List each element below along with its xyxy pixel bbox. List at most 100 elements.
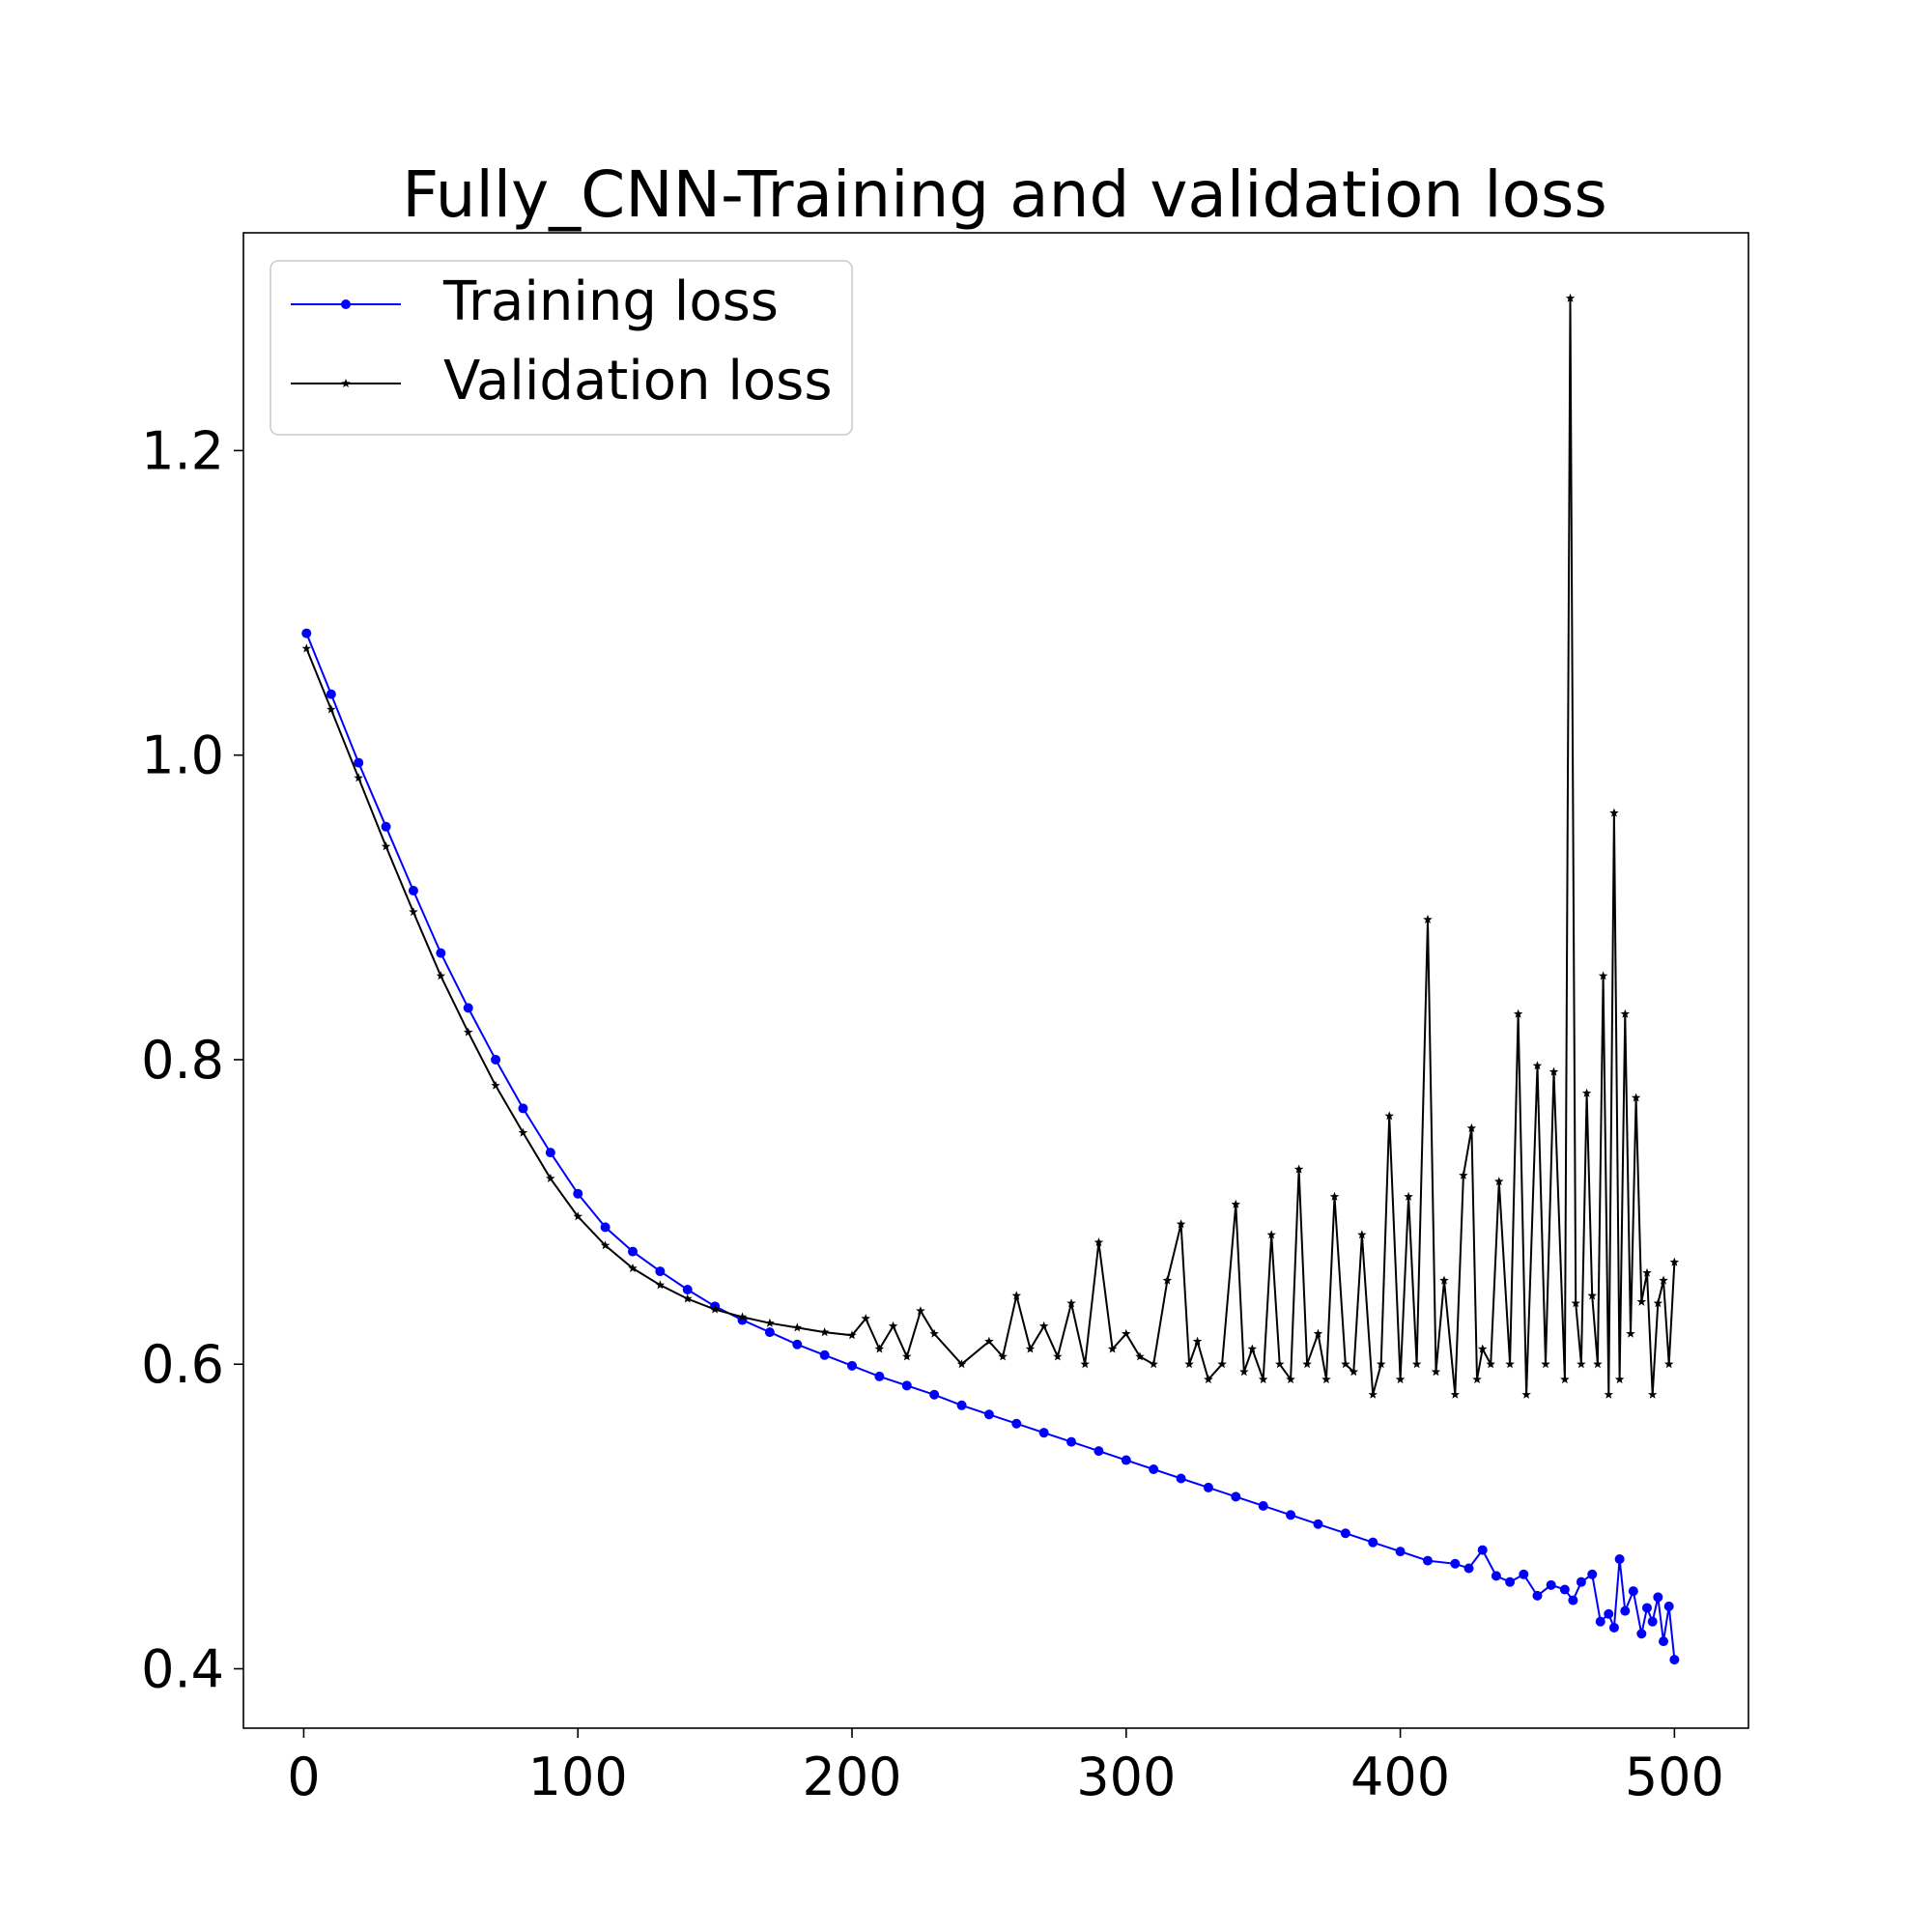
legend-training-label: Training loss: [442, 270, 779, 333]
training-loss-point: [1176, 1473, 1186, 1484]
validation-loss-point: [1593, 1359, 1603, 1369]
validation-loss-point: [792, 1322, 802, 1332]
validation-loss-point: [1521, 1389, 1531, 1399]
validation-loss-point: [1176, 1219, 1186, 1229]
training-loss-point: [983, 1409, 994, 1420]
training-loss-point: [1258, 1500, 1268, 1511]
training-loss-point: [545, 1148, 555, 1158]
training-loss-point: [1604, 1608, 1614, 1619]
y-tick-label: 0.8: [141, 1030, 224, 1091]
y-tick-label: 0.6: [141, 1334, 224, 1395]
validation-loss-point: [1162, 1275, 1173, 1285]
training-loss-point: [1505, 1577, 1516, 1587]
training-loss-point: [1450, 1558, 1461, 1569]
training-loss-point: [819, 1350, 830, 1360]
training-loss-point: [792, 1339, 803, 1350]
validation-loss-point: [1341, 1359, 1350, 1369]
validation-loss-point: [1532, 1061, 1543, 1070]
validation-loss-point: [998, 1351, 1008, 1361]
validation-loss-point: [1423, 914, 1433, 923]
validation-loss-point: [1609, 808, 1619, 817]
training-loss-point: [1647, 1616, 1658, 1627]
x-tick-label: 400: [1350, 1747, 1450, 1807]
validation-loss-point: [1659, 1275, 1668, 1285]
validation-loss-point: [1631, 1093, 1641, 1102]
validation-loss-point: [1107, 1344, 1118, 1353]
validation-loss-point: [1411, 1359, 1422, 1369]
training-loss-point: [491, 1054, 501, 1065]
x-tick-label: 0: [287, 1747, 320, 1807]
validation-loss-point: [1313, 1328, 1323, 1338]
validation-loss-point: [1066, 1298, 1076, 1308]
training-loss-point: [1477, 1545, 1488, 1555]
validation-loss-point: [1466, 1122, 1477, 1132]
y-tick-label: 1.2: [141, 420, 224, 481]
validation-loss-point: [847, 1330, 857, 1340]
x-tick-label: 200: [802, 1747, 901, 1807]
training-loss-point: [1532, 1590, 1543, 1601]
training-loss-point: [1669, 1655, 1680, 1665]
y-tick-label: 1.0: [141, 725, 224, 786]
validation-loss-point: [1636, 1296, 1647, 1306]
training-loss-point: [682, 1285, 693, 1295]
validation-loss-point: [1258, 1375, 1268, 1384]
validation-loss-point: [1395, 1375, 1406, 1384]
validation-loss-point: [1653, 1298, 1663, 1308]
training-loss-point: [874, 1371, 885, 1381]
x-tick-label: 500: [1625, 1747, 1724, 1807]
training-loss-point: [301, 628, 312, 639]
validation-loss-point: [1231, 1199, 1241, 1208]
validation-loss-point: [1184, 1359, 1194, 1369]
validation-loss-point: [1431, 1367, 1441, 1377]
validation-loss-point: [1494, 1177, 1504, 1186]
training-loss-point: [1368, 1537, 1378, 1548]
validation-loss-point: [1472, 1375, 1482, 1384]
training-loss-point: [627, 1246, 638, 1257]
legend: Training loss Validation loss: [270, 260, 853, 436]
training-loss-point: [326, 689, 336, 699]
validation-loss-point: [491, 1080, 500, 1090]
training-loss-point: [408, 885, 418, 895]
validation-loss-point: [1577, 1359, 1586, 1369]
training-loss-point: [1576, 1577, 1586, 1587]
legend-validation-marker: [341, 379, 351, 387]
validation-loss-point: [1329, 1191, 1340, 1201]
validation-loss-point: [1038, 1321, 1049, 1330]
validation-loss-point: [929, 1328, 939, 1338]
validation-loss-point: [1478, 1344, 1488, 1353]
validation-loss-point: [546, 1173, 555, 1182]
validation-loss-point: [1011, 1291, 1021, 1300]
validation-loss-point: [956, 1359, 967, 1369]
training-loss-point: [1231, 1492, 1241, 1502]
validation-loss-point: [1135, 1351, 1145, 1361]
validation-loss-point: [1513, 1009, 1523, 1018]
validation-loss-point: [1459, 1170, 1468, 1179]
training-loss-point: [1121, 1455, 1131, 1465]
y-tick-label: 0.4: [141, 1639, 224, 1700]
training-loss-point: [1608, 1622, 1619, 1633]
training-loss-point: [1395, 1547, 1406, 1557]
validation-loss-point: [1247, 1344, 1258, 1353]
validation-loss-point: [1094, 1237, 1104, 1247]
training-loss-point: [655, 1266, 666, 1277]
validation-loss-point: [1450, 1389, 1461, 1399]
training-loss-point: [1422, 1555, 1433, 1566]
validation-loss-point: [1620, 1009, 1631, 1018]
training-loss-point: [463, 1003, 473, 1013]
validation-loss-point: [436, 971, 446, 980]
validation-loss-point: [861, 1314, 870, 1322]
validation-loss-point: [1571, 1298, 1580, 1308]
validation-loss-point: [984, 1336, 994, 1346]
validation-loss-point: [1541, 1359, 1550, 1369]
training-loss-point: [600, 1222, 611, 1233]
training-loss-point: [1094, 1446, 1104, 1457]
validation-loss-point: [710, 1304, 720, 1314]
validation-loss-point: [683, 1293, 693, 1303]
training-loss-point: [956, 1400, 967, 1410]
validation-loss-point: [737, 1312, 748, 1321]
training-loss-point: [901, 1380, 912, 1391]
training-loss-point: [1491, 1571, 1501, 1581]
training-loss-point: [1620, 1605, 1631, 1616]
validation-loss-point: [1626, 1328, 1635, 1338]
